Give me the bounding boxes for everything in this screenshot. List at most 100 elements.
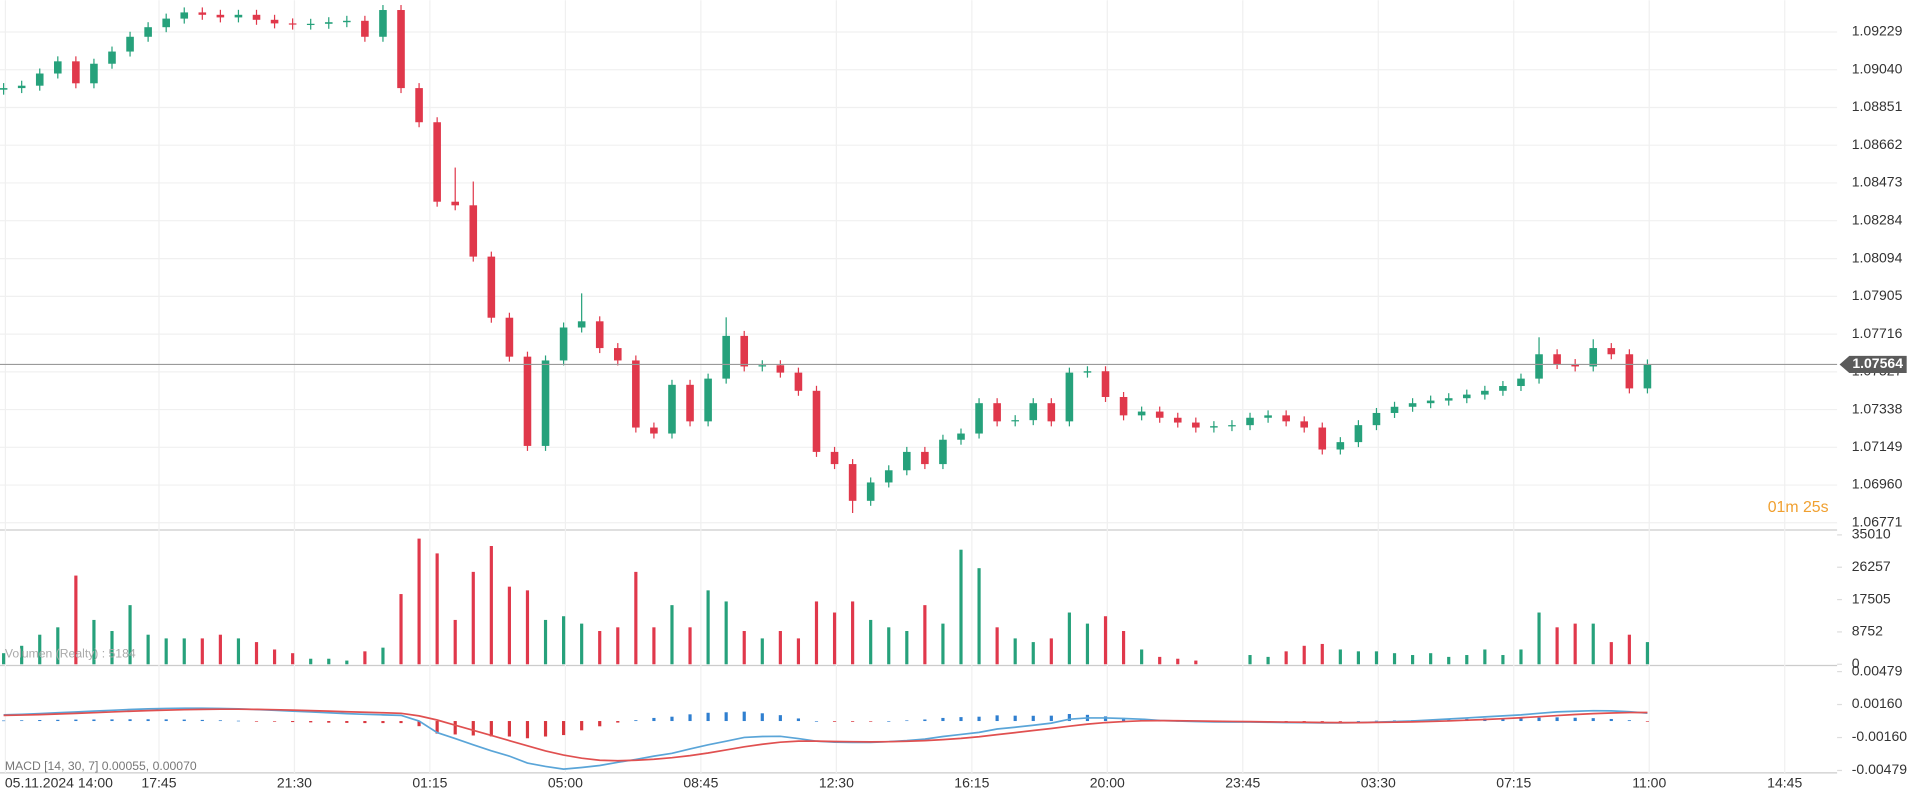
volume-bar: [218, 634, 222, 665]
candle-body: [559, 327, 568, 361]
x-tick-label: 07:15: [1496, 775, 1531, 791]
volume-bar: [616, 627, 620, 665]
histogram-bar: [778, 715, 782, 722]
volume-bar: [1609, 642, 1613, 665]
histogram-bar: [2, 720, 6, 722]
volume-bar: [507, 586, 511, 665]
candle-body: [1607, 348, 1616, 355]
histogram-bar: [1627, 720, 1631, 722]
candle-body: [1372, 412, 1381, 426]
histogram-bar: [92, 719, 96, 722]
y-tick-label: 1.07905: [1852, 287, 1903, 303]
volume-bar: [1555, 627, 1559, 665]
volume-bar: [634, 571, 638, 665]
volume-bar: [1140, 649, 1144, 665]
candle-body: [1462, 394, 1471, 399]
y-tick-label: 1.09040: [1852, 60, 1903, 76]
histogram-bar: [995, 715, 999, 722]
volume-bar: [453, 619, 457, 665]
volume-bar: [778, 631, 782, 665]
candle-body: [1192, 422, 1200, 428]
volume-bar: [417, 538, 421, 665]
y-tick-label: 1.08473: [1852, 174, 1903, 190]
volume-bar: [1013, 638, 1017, 665]
volume-bar: [38, 634, 42, 665]
histogram-bar: [200, 719, 204, 722]
volume-bar: [1483, 649, 1487, 665]
volume-bar: [1645, 642, 1650, 665]
candle-body: [1643, 364, 1652, 389]
x-tick-label: 17:45: [141, 775, 176, 791]
candle-body: [1499, 386, 1507, 391]
candle-body: [379, 10, 387, 37]
x-tick-label: 12:30: [819, 775, 854, 791]
y-tick-label: 1.06771: [1852, 513, 1903, 529]
volume-bar: [525, 590, 530, 665]
candle-body: [1119, 396, 1128, 416]
volume-bar: [706, 590, 710, 665]
volume-bar: [1085, 623, 1090, 665]
volume-bar: [869, 619, 873, 665]
histogram-bar: [923, 719, 927, 722]
volume-bar: [742, 631, 746, 665]
histogram-bar: [399, 721, 403, 724]
histogram-bar: [652, 717, 656, 722]
candle-body: [433, 122, 441, 202]
volume-bar: [941, 623, 945, 665]
y-tick-label: 1.08094: [1852, 249, 1903, 265]
pane-label: MACD [14, 30, 7] 0.00055, 0.00070: [5, 759, 197, 773]
candle-body: [1264, 415, 1272, 418]
volume-bar: [1465, 655, 1469, 665]
y-tick-label: 35010: [1852, 526, 1891, 542]
candle-body: [397, 10, 405, 89]
candle-body: [505, 317, 514, 357]
candle-body: [1083, 371, 1092, 373]
y-tick-label: 1.07338: [1852, 400, 1903, 416]
histogram-bar: [851, 721, 855, 722]
histogram-bar: [1031, 715, 1035, 722]
candle-body: [1535, 354, 1543, 379]
volume-bar: [309, 658, 313, 665]
volume-bar: [399, 594, 403, 665]
volume-bar: [1429, 653, 1433, 665]
volume-bar: [1103, 616, 1108, 665]
volume-bar: [128, 605, 132, 665]
volume-bar: [327, 658, 331, 665]
candle-body: [921, 451, 929, 465]
volume-bar: [1374, 651, 1379, 665]
candle-body: [35, 73, 44, 86]
candle-body: [343, 20, 351, 23]
candle-body: [1101, 371, 1110, 397]
histogram-bar: [309, 721, 313, 723]
candle-body: [740, 335, 749, 367]
volume-bar: [363, 651, 367, 665]
candle-body: [1517, 378, 1525, 387]
volume-bar: [1537, 612, 1541, 665]
volume-bar: [1501, 655, 1505, 665]
volume-bar: [543, 619, 548, 665]
candle-body: [0, 88, 8, 90]
histogram-bar: [1121, 717, 1126, 722]
volume-bar: [254, 642, 259, 665]
volume-bar: [580, 623, 584, 665]
volume-bar: [345, 660, 349, 665]
y-tick-label: -0.00160: [1852, 728, 1908, 744]
volume-bar: [1447, 656, 1451, 665]
candle-body: [595, 321, 604, 349]
candle-body: [126, 36, 134, 52]
histogram-bar: [959, 717, 963, 722]
candle-body: [324, 22, 333, 24]
last-price-tag: [1839, 355, 1907, 373]
volume-bar: [56, 627, 60, 665]
volume-bar: [1284, 651, 1288, 665]
volume-bar: [887, 627, 891, 665]
histogram-bar: [1519, 718, 1523, 722]
candle-body: [613, 348, 622, 361]
candle-body: [776, 365, 785, 373]
histogram-bar: [905, 720, 909, 722]
x-tick-label: 03:30: [1361, 775, 1396, 791]
histogram-bar: [1609, 718, 1613, 722]
candle-body: [1390, 406, 1399, 413]
histogram-bar: [1374, 720, 1379, 722]
